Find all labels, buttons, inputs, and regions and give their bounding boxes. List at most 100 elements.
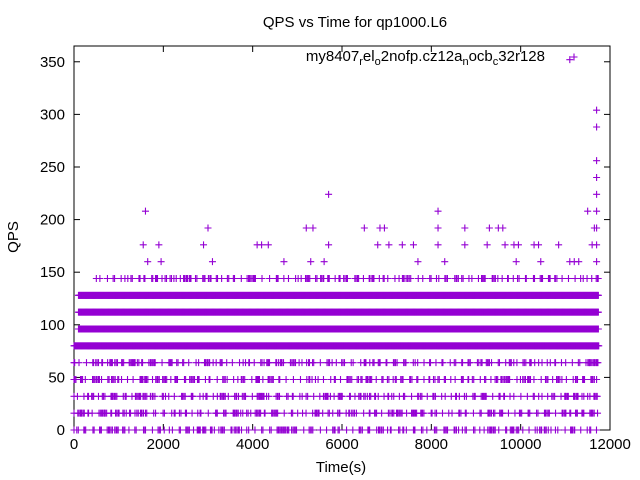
data-point <box>296 376 304 384</box>
data-point <box>401 392 409 400</box>
y-tick-label: 100 <box>40 317 65 334</box>
data-point <box>231 275 239 283</box>
x-tick-label: 0 <box>70 436 78 453</box>
data-point <box>470 376 478 384</box>
data-point <box>128 275 136 283</box>
data-point <box>129 376 137 384</box>
data-point <box>384 275 392 283</box>
data-point <box>568 359 576 367</box>
data-point <box>96 275 104 283</box>
data-point <box>408 392 416 400</box>
data-point <box>258 275 266 283</box>
data-point <box>510 392 518 400</box>
data-point <box>170 392 178 400</box>
y-axis-label: QPS <box>5 221 22 253</box>
data-point <box>534 409 542 417</box>
y-tick-label: 350 <box>40 54 65 71</box>
y-tick-label: 0 <box>57 422 65 439</box>
data-point <box>132 426 140 434</box>
x-tick-label: 12000 <box>589 436 631 453</box>
data-points <box>70 56 603 434</box>
y-tick-label: 50 <box>48 369 65 386</box>
data-point <box>594 409 602 417</box>
data-point <box>304 392 312 400</box>
data-point <box>581 376 589 384</box>
data-point <box>82 426 90 434</box>
data-point <box>439 359 447 367</box>
data-point <box>310 392 318 400</box>
data-point <box>432 359 440 367</box>
data-point <box>562 376 570 384</box>
plot-border <box>73 45 611 431</box>
data-point <box>376 359 384 367</box>
chart-title: QPS vs Time for qp1000.L6 <box>263 14 447 31</box>
x-tick-label: 4000 <box>236 436 269 453</box>
data-point <box>280 409 288 417</box>
data-point <box>517 392 525 400</box>
data-point <box>316 359 324 367</box>
data-point <box>352 409 360 417</box>
data-point <box>276 376 284 384</box>
data-point <box>111 275 119 283</box>
data-point <box>160 409 168 417</box>
data-point <box>489 392 497 400</box>
data-point <box>552 409 560 417</box>
axis-ticks: 0 2000 4000 6000 8000 10000 120000501001502002… <box>40 46 631 453</box>
data-point <box>451 376 459 384</box>
data-point <box>552 359 560 367</box>
data-point <box>462 409 470 417</box>
data-point <box>73 392 81 400</box>
data-point <box>477 409 485 417</box>
x-tick-label: 8000 <box>415 436 448 453</box>
x-tick-label: 10000 <box>500 436 542 453</box>
data-point <box>261 409 269 417</box>
y-tick-label: 250 <box>40 159 65 176</box>
data-point <box>189 392 197 400</box>
data-point <box>206 376 214 384</box>
data-point <box>197 409 205 417</box>
x-axis-label: Time(s) <box>316 459 366 476</box>
data-point <box>289 392 297 400</box>
data-point <box>266 275 274 283</box>
data-point <box>228 359 236 367</box>
data-point <box>185 359 193 367</box>
data-point <box>143 409 151 417</box>
x-tick-label: 2000 <box>147 436 180 453</box>
data-point <box>141 275 149 283</box>
data-point <box>203 392 211 400</box>
data-point <box>168 426 176 434</box>
data-point <box>526 409 534 417</box>
data-point <box>513 359 521 367</box>
data-point <box>282 376 290 384</box>
data-point <box>515 275 523 283</box>
data-point <box>433 409 441 417</box>
data-point <box>302 409 310 417</box>
data-point <box>530 376 538 384</box>
data-point <box>438 409 446 417</box>
data-point <box>259 426 267 434</box>
data-point <box>504 409 512 417</box>
data-point <box>82 359 90 367</box>
data-point <box>441 392 449 400</box>
data-point <box>289 376 297 384</box>
data-point <box>378 409 386 417</box>
data-point <box>562 359 570 367</box>
plot-frame <box>73 45 611 431</box>
data-point <box>195 376 203 384</box>
data-point <box>242 392 250 400</box>
data-point <box>337 376 345 384</box>
data-point <box>310 359 318 367</box>
data-point <box>284 275 292 283</box>
y-tick-label: 300 <box>40 106 65 123</box>
data-point <box>88 409 96 417</box>
data-point <box>383 359 391 367</box>
data-point <box>316 426 324 434</box>
y-tick-label: 200 <box>40 212 65 229</box>
data-point <box>250 359 258 367</box>
data-point <box>495 359 503 367</box>
data-point <box>558 275 566 283</box>
x-tick-label: 6000 <box>325 436 358 453</box>
data-point <box>469 409 477 417</box>
data-point <box>522 275 530 283</box>
